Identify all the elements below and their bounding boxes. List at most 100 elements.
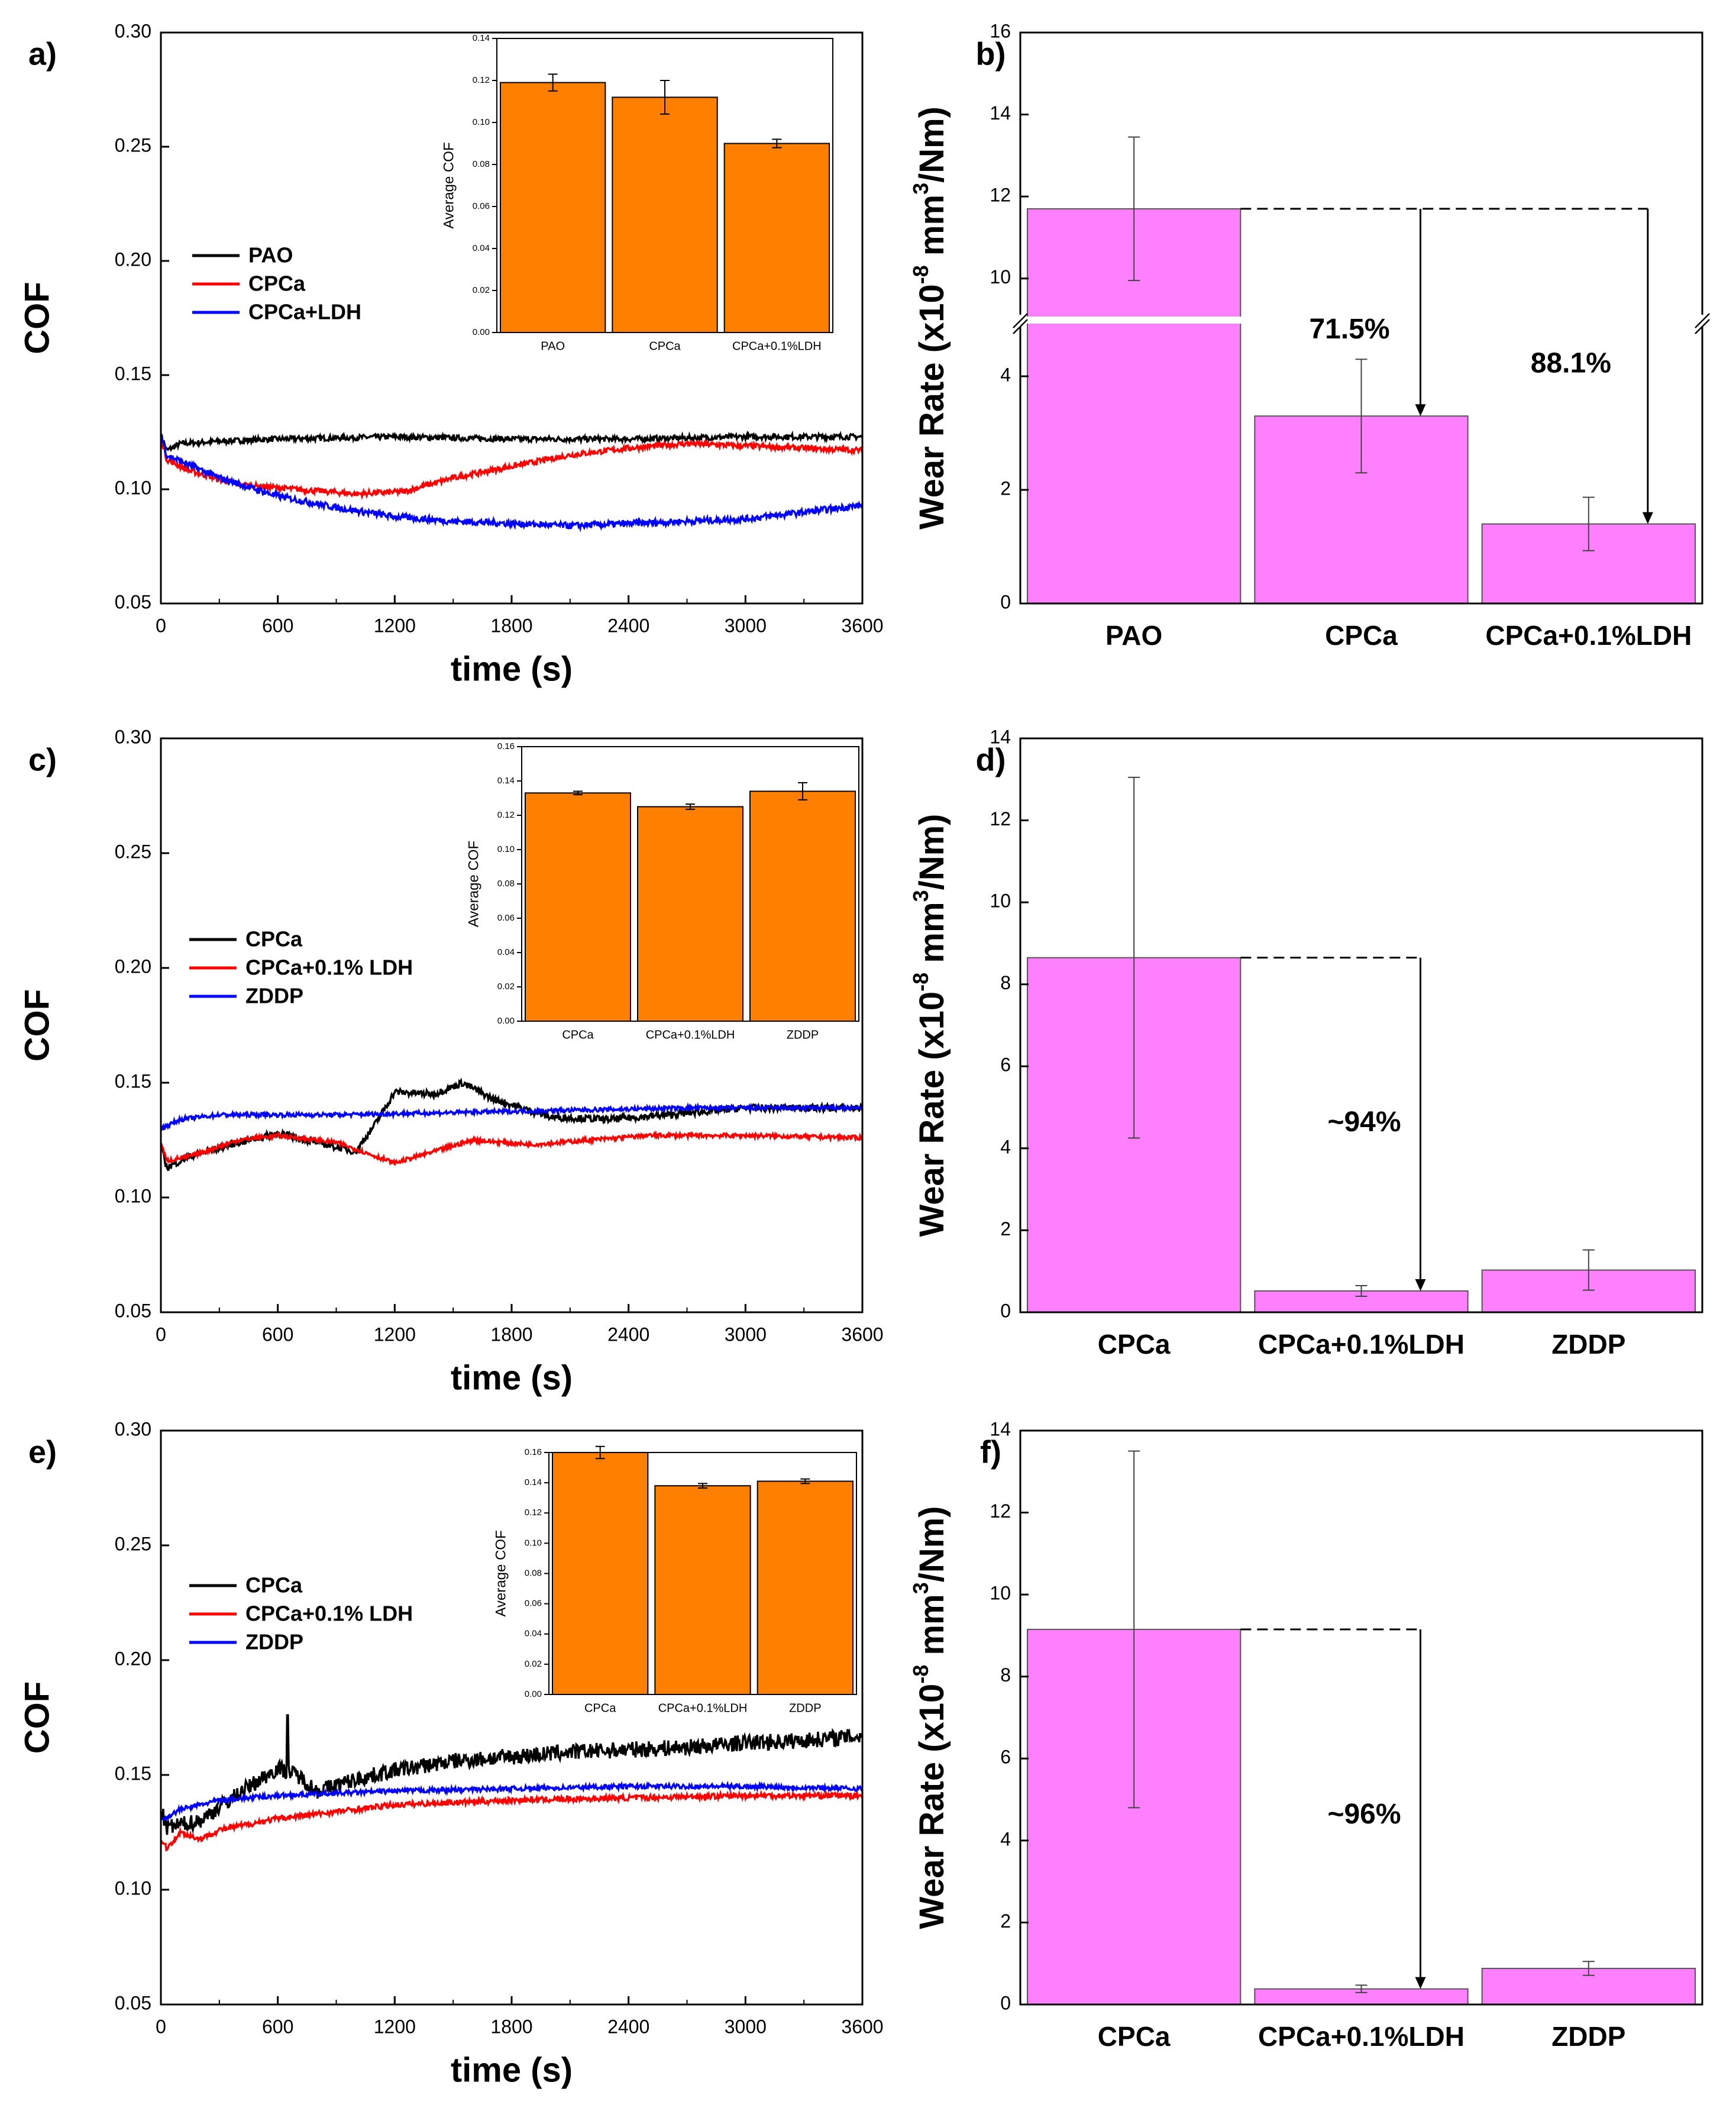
arrowhead xyxy=(1415,404,1426,417)
y-axis-label-part: 3 xyxy=(909,890,933,902)
y-tick-label: 0.15 xyxy=(115,1070,151,1092)
category-label: CPCa xyxy=(1098,2021,1171,2052)
inset-category-label: CPCa+0.1%LDH xyxy=(658,1702,748,1715)
y-tick-label: 0 xyxy=(1000,1992,1011,2013)
x-tick-label: 1800 xyxy=(490,1324,532,1345)
y-tick-label: 14 xyxy=(990,1418,1011,1439)
panel-label: e) xyxy=(28,1434,57,1470)
y-axis-label-part: -8 xyxy=(909,973,933,992)
axis-break-mark xyxy=(1013,313,1028,328)
series-line-CPCa xyxy=(160,1077,864,1171)
panel-label: c) xyxy=(28,742,57,777)
y-tick-label: 0.25 xyxy=(115,134,151,156)
x-tick-label: 2400 xyxy=(607,615,649,636)
panel-e-cof-chart: e) 0 600 1200 1800 2400 3000 3600 0.05 0.10 0.15 0.… xyxy=(18,1418,883,2089)
y-tick-label: 12 xyxy=(990,808,1011,829)
inset-average-cof-chart: PAO CPCa CPCa+0.1%LDH 0.00 0.02 0.04 0.06 0.08 0… xyxy=(441,33,833,353)
panel-f-wear-chart: f) CPCa CPCa+0.1%LDH ZDDP 0 2 4 6 8 10 12 14 Wear Ra… xyxy=(909,1418,1703,2052)
y-tick-label: 0.15 xyxy=(115,363,151,384)
y-axis-label-part: mm xyxy=(913,902,951,972)
y-tick-label: 0.05 xyxy=(115,1300,151,1321)
legend-entry: CPCa+0.1% LDH xyxy=(245,956,413,980)
series-line-ZDDP xyxy=(160,1102,864,1131)
y-axis-label-part: 3 xyxy=(909,183,933,195)
inset-y-tick-label: 0.08 xyxy=(497,879,515,889)
x-tick-label: 2400 xyxy=(607,1324,649,1345)
panel-d-wear-chart: d) CPCa CPCa+0.1%LDH ZDDP 0 2 4 6 8 10 12 14 Wear Ra… xyxy=(909,726,1703,1360)
series-line-PAO xyxy=(160,430,864,453)
x-tick-label: 600 xyxy=(262,615,293,636)
inset-bar xyxy=(552,1452,649,1695)
inset-bar xyxy=(500,82,606,334)
y-tick-label: 0 xyxy=(1000,591,1011,612)
x-tick-label: 0 xyxy=(156,615,166,636)
y-tick-label: 12 xyxy=(990,1500,1011,1522)
y-tick-label: 0.20 xyxy=(115,956,151,977)
y-tick-label: 16 xyxy=(990,20,1011,41)
reduction-annotation: ~96% xyxy=(1327,1799,1401,1830)
y-axis-label: COF xyxy=(18,989,56,1061)
category-label: CPCa+0.1%LDH xyxy=(1258,1329,1465,1360)
inset-y-tick-label: 0.08 xyxy=(473,159,490,169)
inset-y-tick-label: 0.02 xyxy=(473,285,490,295)
inset-average-cof-chart: CPCa CPCa+0.1%LDH ZDDP 0.00 0.02 0.04 0.06 0.08… xyxy=(493,1445,857,1715)
y-axis-label-part: -8 xyxy=(909,1665,933,1684)
x-axis-label: time (s) xyxy=(451,1358,573,1397)
legend-entry: ZDDP xyxy=(245,984,303,1008)
inset-bar xyxy=(749,790,856,1022)
plot-frame-lower xyxy=(1019,327,1703,605)
series-line-ZDDP xyxy=(160,1780,864,1822)
x-tick-label: 3600 xyxy=(841,1324,883,1345)
panel-label: a) xyxy=(28,36,57,72)
y-tick-label: 0.30 xyxy=(115,1418,151,1439)
inset-y-axis-label: Average COF xyxy=(493,1530,509,1616)
inset-y-tick-label: 0.14 xyxy=(473,33,490,43)
inset-y-tick-label: 0.16 xyxy=(525,1447,542,1457)
x-tick-label: 3000 xyxy=(725,1324,767,1345)
y-axis-label: COF xyxy=(18,282,56,354)
legend-entry: PAO xyxy=(248,243,293,267)
x-tick-label: 3600 xyxy=(841,615,883,636)
category-label: CPCa xyxy=(1325,620,1398,651)
inset-y-tick-label: 0.06 xyxy=(473,201,490,211)
panel-label: f) xyxy=(980,1434,1001,1470)
inset-bar xyxy=(525,792,631,1022)
plot-frame xyxy=(1019,1429,1703,2006)
inset-y-tick-label: 0.00 xyxy=(525,1689,542,1699)
inset-y-tick-label: 0.00 xyxy=(473,327,490,337)
inset-y-axis-label: Average COF xyxy=(441,142,457,228)
y-axis-label-part: /Nm) xyxy=(913,1506,951,1582)
series-line-CPCa+0.1% LDH xyxy=(160,1789,864,1852)
category-label: ZDDP xyxy=(1551,2021,1625,2052)
x-tick-label: 3600 xyxy=(841,2016,883,2037)
y-axis-label-part: Wear Rate (x10 xyxy=(913,992,951,1237)
inset-y-tick-label: 0.12 xyxy=(525,1508,542,1518)
y-tick-label: 0.10 xyxy=(115,1185,151,1206)
y-tick-label: 6 xyxy=(1000,1054,1011,1076)
y-tick-label: 0.20 xyxy=(115,1648,151,1669)
inset-y-tick-label: 0.16 xyxy=(497,741,515,751)
x-tick-label: 3000 xyxy=(725,2016,767,2037)
legend-entry: CPCa+LDH xyxy=(248,300,361,324)
y-axis-label-part: -8 xyxy=(909,265,933,284)
inset-y-tick-label: 0.14 xyxy=(497,776,515,786)
panel-a-cof-chart: a) 0 600 1200 1800 2400 3000 3600 0.05 0.10 0.15 0.… xyxy=(18,20,883,688)
y-tick-label: 4 xyxy=(1000,1136,1011,1157)
y-tick-label: 6 xyxy=(1000,1747,1011,1768)
y-axis-label-part: /Nm) xyxy=(913,814,951,890)
y-axis-label: Wear Rate (x10-8 mm3/Nm) xyxy=(909,1506,951,1929)
inset-y-tick-label: 0.12 xyxy=(497,810,515,820)
panel-c-cof-chart: c) 0 600 1200 1800 2400 3000 3600 0.05 0.10 0.15 0.… xyxy=(18,726,883,1397)
arrowhead xyxy=(1415,1279,1426,1291)
y-tick-label: 14 xyxy=(990,102,1011,124)
inset-y-tick-label: 0.06 xyxy=(525,1599,542,1609)
inset-bar xyxy=(723,143,830,333)
inset-y-tick-label: 0.10 xyxy=(525,1538,542,1548)
inset-category-label: CPCa xyxy=(584,1702,616,1715)
inset-y-tick-label: 0.10 xyxy=(473,117,490,127)
x-tick-label: 1200 xyxy=(374,615,416,636)
plot-frame xyxy=(1019,737,1703,1313)
x-tick-label: 600 xyxy=(262,2016,293,2037)
category-label: PAO xyxy=(1105,620,1162,651)
